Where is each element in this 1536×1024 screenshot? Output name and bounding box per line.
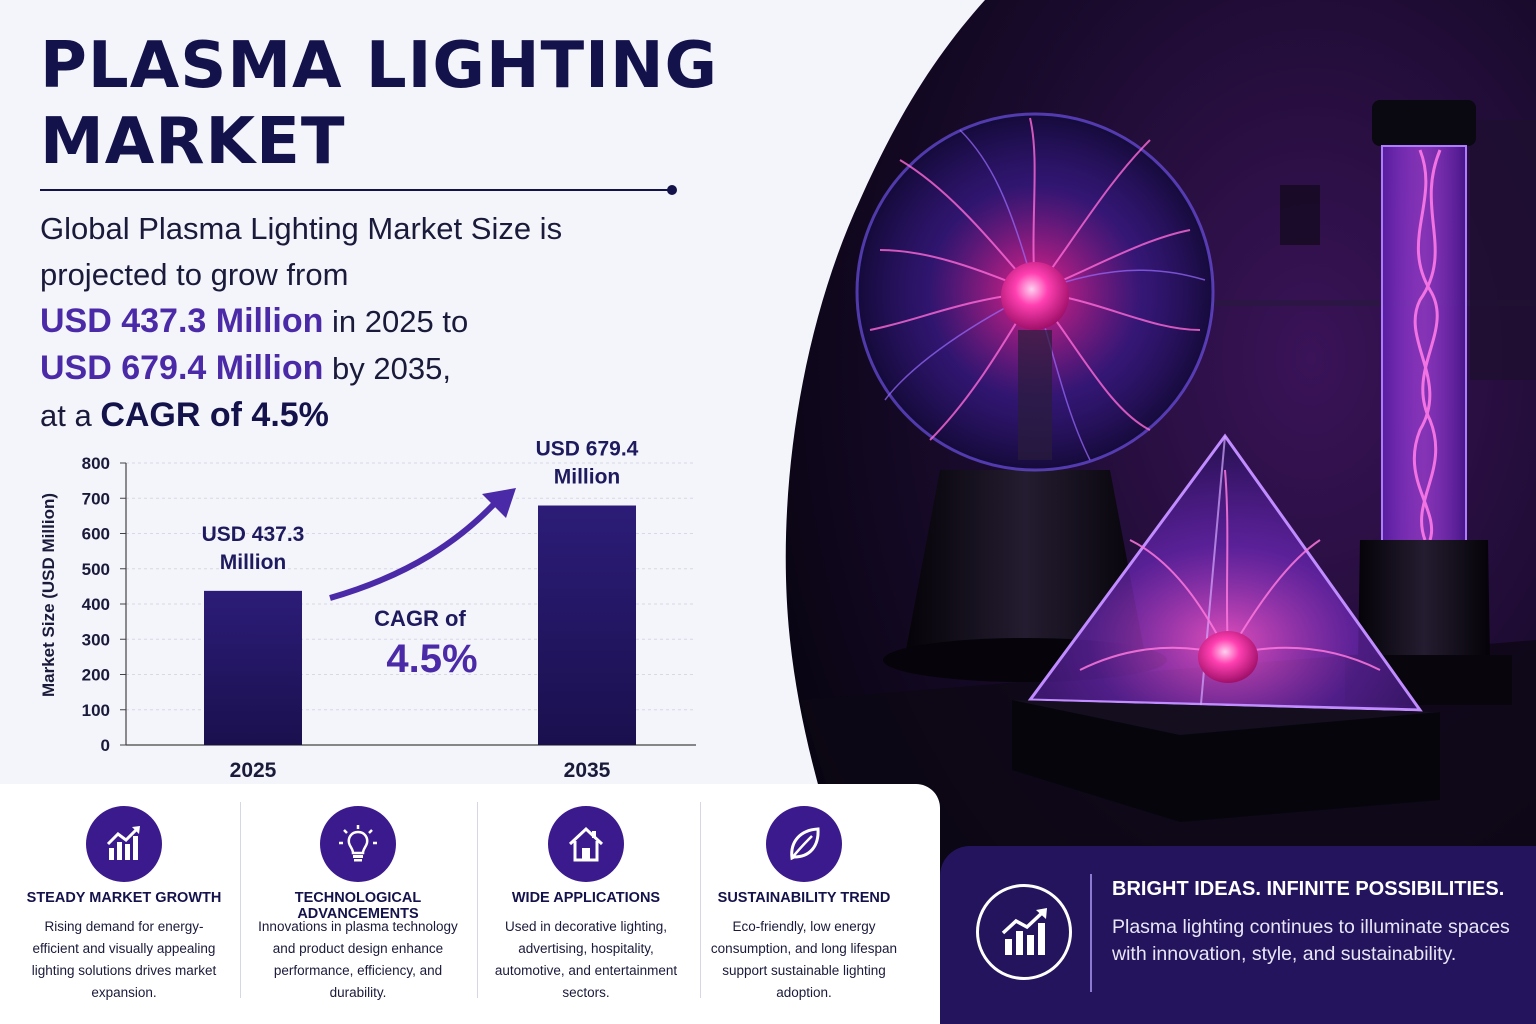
- title-divider: [40, 189, 672, 191]
- feature-wide-applications: WIDE APPLICATIONS Used in decorative lig…: [468, 794, 704, 1014]
- feature-title: WIDE APPLICATIONS: [511, 890, 661, 906]
- summary-line-4: USD 679.4 Million by 2035,: [40, 345, 680, 392]
- summary-line-2: projected to grow from: [40, 257, 349, 292]
- tagline-banner: BRIGHT IDEAS. INFINITE POSSIBILITIES. Pl…: [940, 846, 1536, 1024]
- feature-steady-growth: STEADY MARKET GROWTH Rising demand for e…: [6, 794, 242, 1014]
- growth-arrow-head: [482, 488, 516, 518]
- y-tick-label: 400: [82, 595, 110, 614]
- features-panel: STEADY MARKET GROWTH Rising demand for e…: [0, 784, 940, 1024]
- bar-2035: [538, 505, 636, 745]
- feature-sustainability: SUSTAINABILITY TREND Eco-friendly, low e…: [686, 794, 922, 1014]
- cagr-annotation-label: CAGR of: [374, 606, 466, 631]
- x-tick-label: 2035: [564, 759, 611, 782]
- summary-text-at-a: at a: [40, 398, 101, 433]
- data-label: Million: [554, 466, 621, 489]
- feature-title: STEADY MARKET GROWTH: [26, 890, 222, 906]
- feature-description: Rising demand for energy-efficient and v…: [31, 919, 217, 1000]
- cagr-highlight: CAGR of 4.5%: [100, 396, 329, 434]
- data-label: USD 679.4: [536, 438, 639, 461]
- feature-description: Innovations in plasma technology and pro…: [258, 919, 458, 1000]
- lightbulb-icon: [320, 806, 396, 882]
- summary-text-2035: by 2035,: [323, 351, 451, 386]
- growth-arrow: [329, 499, 499, 601]
- feature-description: Used in decorative lighting, advertising…: [494, 919, 678, 1000]
- feature-title: TECHNOLOGICAL ADVANCEMENTS: [294, 890, 422, 922]
- bar-2025: [204, 590, 302, 745]
- feature-divider: [240, 802, 241, 998]
- y-tick-label: 800: [82, 454, 110, 473]
- title-divider-dot: [667, 185, 677, 195]
- x-tick-label: 2025: [230, 759, 277, 782]
- data-label: USD 437.3: [202, 523, 305, 546]
- feature-description: Eco-friendly, low energy consumption, an…: [710, 919, 898, 1000]
- summary-line-5: at a CAGR of 4.5%: [40, 392, 680, 439]
- banner-text: Plasma lighting continues to illuminate …: [1112, 916, 1510, 965]
- summary-text-2025: in 2025 to: [323, 304, 469, 339]
- growth-chart-icon: [86, 806, 162, 882]
- y-axis-label: Market Size (USD Million): [39, 493, 58, 697]
- page-title: PLASMA LIGHTING MARKET: [40, 29, 719, 179]
- value-2035-highlight: USD 679.4 Million: [40, 349, 324, 387]
- market-size-bar-chart: 0 100 200 300 400 500 600 700 800 2025 2035 USD 4…: [39, 438, 696, 782]
- leaf-icon: [766, 806, 842, 882]
- market-summary: Global Plasma Lighting Market Size is pr…: [40, 206, 680, 439]
- feature-title: SUSTAINABILITY TREND: [717, 890, 891, 906]
- feature-divider: [477, 802, 478, 998]
- y-tick-label: 500: [82, 560, 110, 579]
- cagr-annotation-value: 4.5%: [386, 637, 477, 681]
- banner-title: BRIGHT IDEAS. INFINITE POSSIBILITIES.: [1112, 878, 1505, 900]
- y-tick-label: 300: [82, 630, 110, 649]
- summary-line-1: Global Plasma Lighting Market Size is: [40, 211, 563, 246]
- data-label: Million: [220, 551, 287, 574]
- summary-line-3: USD 437.3 Million in 2025 to: [40, 298, 680, 345]
- feature-divider: [700, 802, 701, 998]
- y-tick-label: 700: [82, 489, 110, 508]
- feature-tech-advancements: TECHNOLOGICAL ADVANCEMENTS Innovations i…: [240, 794, 476, 1014]
- y-tick-label: 600: [82, 525, 110, 544]
- y-tick-label: 100: [82, 701, 110, 720]
- house-icon: [548, 806, 624, 882]
- growth-chart-icon: [976, 884, 1072, 980]
- value-2025-highlight: USD 437.3 Million: [40, 302, 324, 340]
- banner-divider: [1090, 874, 1092, 992]
- y-tick-label: 0: [101, 736, 110, 755]
- y-tick-label: 200: [82, 666, 110, 685]
